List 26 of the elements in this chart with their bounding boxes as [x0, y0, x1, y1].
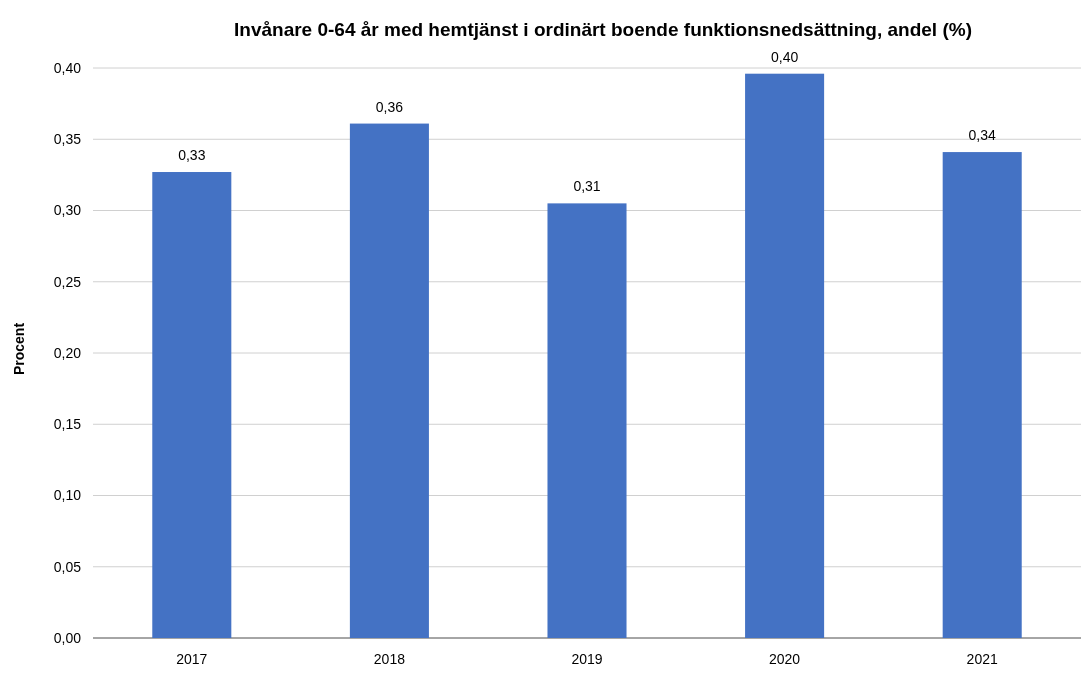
y-tick-label: 0,15: [53, 416, 82, 433]
bar: [152, 172, 232, 638]
bar: [547, 203, 627, 638]
y-tick-label: 0,05: [53, 558, 82, 575]
y-tick-label: 0,20: [53, 344, 82, 361]
y-tick-label: 0,00: [53, 629, 82, 646]
bar: [349, 123, 429, 638]
data-label: 0,31: [573, 178, 601, 195]
x-tick-label: 2019: [571, 651, 603, 667]
data-label: 0,33: [178, 147, 206, 164]
x-tick-label: 2017: [176, 651, 208, 667]
y-axis-title: Procent: [11, 322, 27, 376]
x-tick-label: 2018: [373, 651, 406, 667]
x-tick-label: 2020: [769, 651, 801, 667]
data-label: 0,36: [375, 98, 404, 115]
x-tick-label: 2021: [966, 651, 998, 667]
data-label: 0,40: [770, 48, 799, 65]
y-tick-label: 0,10: [53, 487, 82, 504]
y-tick-label: 0,30: [53, 202, 82, 219]
data-label: 0,34: [968, 127, 997, 144]
y-tick-label: 0,35: [53, 131, 82, 148]
chart-title: Invånare 0-64 år med hemtjänst i ordinärt boende funktionsnedsättning, andel (%): [234, 19, 972, 40]
bar: [942, 152, 1022, 638]
y-tick-label: 0,40: [53, 59, 82, 76]
bar: [745, 73, 825, 638]
y-tick-label: 0,25: [53, 273, 82, 290]
